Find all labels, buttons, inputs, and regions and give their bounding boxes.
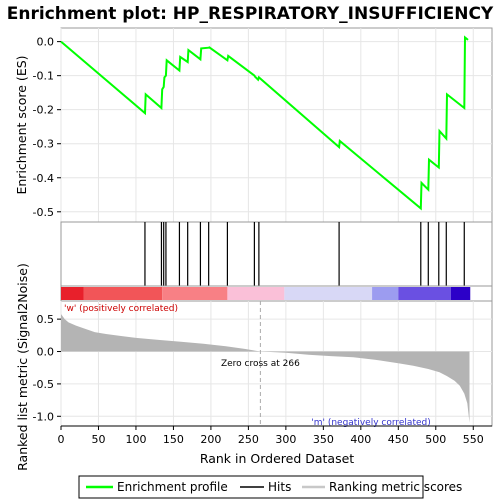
colorbar-segment (83, 287, 163, 300)
positive-correlation-label: 'w' (positively correlated) (64, 304, 178, 314)
es-y-tick-label: -0.3 (33, 138, 54, 151)
es-y-tick-label: -0.1 (33, 70, 54, 83)
colorbar-panel (60, 285, 493, 302)
colorbar-segment (162, 287, 228, 300)
metric-y-tick-label: 0.5 (37, 313, 55, 326)
es-y-tick-label: 0.0 (37, 36, 55, 49)
metric-y-tick-label: 0.0 (37, 346, 55, 359)
x-tick-label: 150 (163, 433, 184, 446)
legend: Enrichment profile Hits Ranking metric s… (78, 475, 462, 499)
metric-y-tick-label: -1.0 (33, 410, 54, 423)
x-tick-label: 250 (238, 433, 259, 446)
x-tick-label: 350 (313, 433, 334, 446)
x-tick-label: 300 (275, 433, 296, 446)
ranking-metric-area (61, 314, 470, 423)
colorbar-segment (61, 287, 84, 300)
x-tick-label: 100 (125, 433, 146, 446)
x-tick-label: 450 (388, 433, 409, 446)
colorbar-segment (372, 287, 399, 300)
x-tick-label: 550 (463, 433, 484, 446)
metric-y-tick-label: -0.5 (33, 378, 54, 391)
legend-enrichment-profile-label: Enrichment profile (117, 480, 228, 494)
es-grid (60, 28, 492, 222)
metric-y-axis-title: Ranked list metric (Signal2Noise) (15, 263, 30, 471)
metric-panel: Zero cross at 266 'w' (positively correl… (15, 263, 493, 471)
metric-grid (60, 301, 492, 426)
es-y-ticks: 0.0 -0.1 -0.2 -0.3 -0.4 -0.5 (33, 36, 61, 219)
colorbar-segment (284, 287, 373, 300)
x-tick-label: 0 (58, 433, 65, 446)
x-tick-label: 500 (425, 433, 446, 446)
negative-correlation-label: 'm' (negatively correlated) (311, 418, 430, 428)
x-axis-title: Rank in Ordered Dataset (200, 451, 354, 466)
chart-title: Enrichment plot: HP_RESPIRATORY_INSUFFIC… (7, 4, 494, 24)
legend-ranking-metric-label: Ranking metric scores (329, 480, 462, 494)
es-y-tick-label: -0.2 (33, 104, 54, 117)
es-y-tick-label: -0.5 (33, 206, 54, 219)
hits-panel-frame (60, 221, 493, 287)
x-tick-label: 200 (200, 433, 221, 446)
zero-cross-label: Zero cross at 266 (221, 359, 300, 369)
colorbar-segment (450, 287, 471, 300)
es-panel: 0.0 -0.1 -0.2 -0.3 -0.4 -0.5 Enrichment score… (14, 27, 493, 223)
es-y-tick-label: -0.4 (33, 172, 54, 185)
enrichment-profile-line (60, 35, 469, 211)
x-tick-label: 50 (91, 433, 105, 446)
colorbar-segment (398, 287, 451, 300)
hits-panel (60, 221, 493, 287)
metric-y-ticks: 0.5 0.0 -0.5 -1.0 (33, 313, 61, 423)
es-panel-frame (60, 27, 493, 223)
colorbar-segments (61, 287, 471, 300)
x-tick-label: 400 (350, 433, 371, 446)
es-y-axis-title: Enrichment score (ES) (14, 55, 29, 194)
colorbar-segment (227, 287, 285, 300)
hit-lines (144, 222, 465, 286)
legend-hits-label: Hits (268, 480, 291, 494)
x-axis: 0 50 100 150 200 250 300 350 400 450 500 550 (58, 425, 492, 446)
